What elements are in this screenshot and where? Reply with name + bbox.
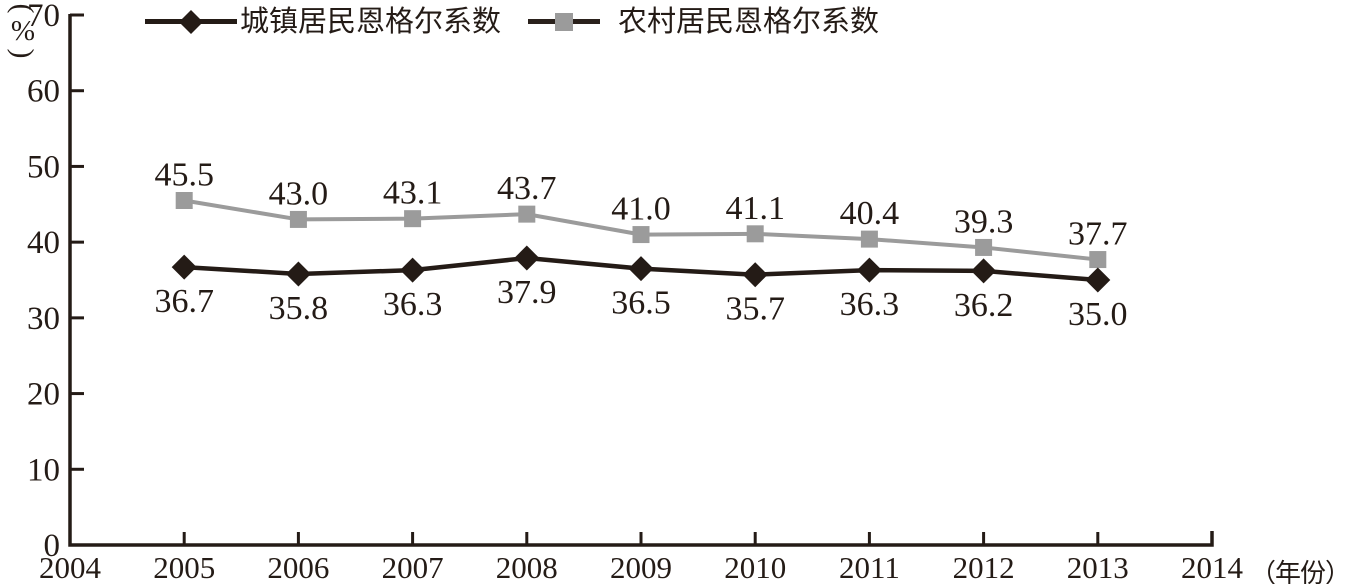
legend-label-urban: 城镇居民恩格尔系数 bbox=[240, 6, 502, 38]
marker-urban bbox=[285, 261, 311, 287]
marker-rural bbox=[175, 192, 193, 209]
y-tick-label: 0 bbox=[44, 528, 61, 564]
marker-urban bbox=[171, 254, 197, 280]
x-tick-label: 2013 bbox=[1067, 550, 1129, 584]
y-tick-label: 60 bbox=[27, 74, 60, 110]
y-tick-label: 30 bbox=[27, 301, 60, 337]
data-label-rural: 40.4 bbox=[840, 195, 900, 232]
x-tick-label: 2009 bbox=[610, 550, 672, 584]
data-label-urban: 36.7 bbox=[154, 283, 214, 320]
data-label-urban: 37.9 bbox=[497, 274, 557, 311]
x-tick-label: 2007 bbox=[382, 550, 444, 584]
data-label-rural: 45.5 bbox=[154, 157, 214, 194]
x-tick-label: 2005 bbox=[153, 550, 215, 584]
x-tick-label: 2008 bbox=[496, 550, 558, 584]
marker-rural bbox=[860, 230, 878, 248]
marker-rural bbox=[975, 238, 993, 256]
data-label-rural: 41.1 bbox=[725, 190, 785, 227]
x-tick-label: 2012 bbox=[953, 550, 1015, 584]
data-label-rural: 43.0 bbox=[269, 175, 329, 212]
urban-line-swatch bbox=[145, 9, 237, 34]
data-label-rural: 39.3 bbox=[954, 203, 1014, 240]
square-marker-icon bbox=[555, 12, 573, 31]
data-label-urban: 35.7 bbox=[725, 291, 785, 328]
marker-urban bbox=[400, 257, 426, 283]
data-label-rural: 37.7 bbox=[1068, 216, 1128, 253]
marker-urban bbox=[628, 256, 654, 282]
marker-urban bbox=[742, 262, 768, 288]
data-label-urban: 35.0 bbox=[1068, 296, 1128, 333]
data-label-urban: 36.3 bbox=[383, 286, 443, 323]
y-tick-label: 20 bbox=[27, 377, 60, 413]
data-label-urban: 36.2 bbox=[954, 287, 1014, 324]
data-label-rural: 43.1 bbox=[383, 175, 443, 212]
marker-urban bbox=[514, 245, 540, 271]
y-axis-unit-label: ( % ) bbox=[6, 2, 40, 60]
y-tick-label: 40 bbox=[27, 225, 60, 261]
percent-symbol: % bbox=[10, 15, 36, 47]
marker-urban bbox=[856, 257, 882, 283]
marker-urban bbox=[971, 258, 997, 284]
data-label-urban: 36.3 bbox=[840, 286, 900, 323]
marker-rural bbox=[632, 226, 650, 244]
data-label-urban: 36.5 bbox=[611, 285, 671, 322]
data-label-rural: 43.7 bbox=[497, 170, 557, 207]
legend-label-rural: 农村居民恩格尔系数 bbox=[618, 6, 880, 38]
marker-rural bbox=[289, 210, 307, 228]
y-tick-label: 70 bbox=[27, 0, 60, 34]
x-tick-label: 2011 bbox=[839, 550, 900, 584]
marker-rural bbox=[746, 225, 764, 243]
marker-rural bbox=[518, 205, 536, 223]
x-tick-label: 2004 bbox=[39, 550, 102, 584]
data-label-urban: 35.8 bbox=[269, 290, 329, 327]
data-label-rural: 41.0 bbox=[611, 191, 671, 228]
y-tick-label: 50 bbox=[27, 149, 60, 185]
x-axis-unit-label: （年份） bbox=[1250, 559, 1351, 584]
marker-rural bbox=[1089, 251, 1107, 269]
x-tick-label: 2006 bbox=[267, 550, 329, 584]
x-tick-label: 2010 bbox=[724, 550, 786, 584]
x-tick-label: 2014 bbox=[1181, 550, 1244, 584]
marker-urban bbox=[1085, 267, 1111, 293]
y-tick-label: 10 bbox=[27, 452, 60, 488]
rural-line-swatch bbox=[528, 12, 600, 31]
marker-rural bbox=[404, 210, 422, 228]
